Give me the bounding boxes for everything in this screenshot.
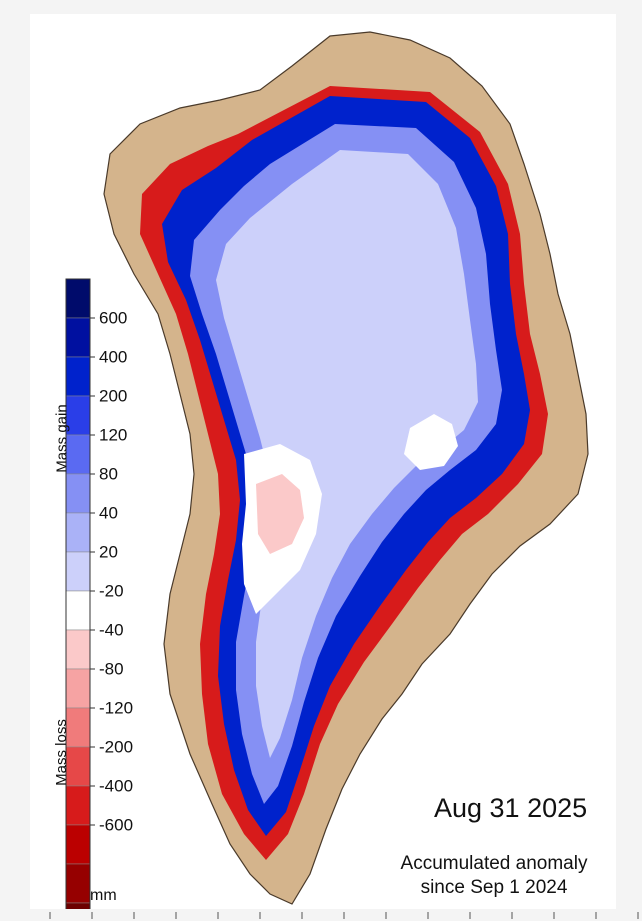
- legend-swatch: [65, 356, 91, 397]
- legend-swatch: [65, 863, 91, 904]
- neutral-zone-east: [404, 414, 458, 470]
- caption-line-1: Accumulated anomaly: [400, 853, 588, 874]
- mass-gain-label: Mass gain: [53, 404, 71, 473]
- legend-tick-label: -120: [99, 698, 134, 718]
- legend-tick-label: -200: [99, 737, 134, 757]
- legend-swatch: [65, 590, 91, 631]
- bottom-tick-marks: [49, 912, 639, 919]
- interior-gain-zone: [216, 150, 478, 758]
- legend-swatch: [65, 785, 91, 826]
- legend-swatch: [65, 317, 91, 358]
- legend-swatch: [65, 473, 91, 514]
- legend-tick-label: -20: [99, 581, 124, 601]
- legend-tick-label: -80: [99, 659, 124, 679]
- legend-swatch: [65, 551, 91, 592]
- legend-tick-label: -400: [99, 776, 134, 796]
- legend-outline: [65, 278, 91, 909]
- light-loss-zone: [256, 474, 304, 554]
- legend-tick-label: -600: [99, 815, 134, 835]
- caption-line-2: since Sep 1 2024: [420, 877, 568, 898]
- legend-tick-label: 40: [99, 503, 118, 523]
- figure-frame: 600 400 200 120 80 40 20 -20 -40 -80 -120 -200 -400 -…: [30, 14, 616, 909]
- legend-tick-label: -40: [99, 620, 124, 640]
- legend-swatch: [65, 668, 91, 709]
- legend-swatch: [65, 278, 91, 319]
- caption: Accumulated anomaly since Sep 1 2024: [368, 852, 620, 900]
- legend-tick-label: 20: [99, 542, 118, 562]
- legend-color-scale: [65, 278, 95, 909]
- legend-swatch: [65, 629, 91, 670]
- legend-tick-label: 200: [99, 386, 128, 406]
- mass-loss-label: Mass loss: [52, 719, 70, 786]
- legend-tick-label: 120: [99, 425, 128, 445]
- date-label: Aug 31 2025: [434, 793, 588, 823]
- greenland-map: [65, 31, 589, 909]
- legend-swatch: [65, 902, 91, 909]
- legend-tick-label: 600: [99, 308, 128, 328]
- unit-label: mm: [90, 887, 117, 904]
- legend-swatch: [65, 824, 91, 865]
- legend-tick-label: 400: [99, 347, 128, 367]
- legend-swatch: [65, 512, 91, 553]
- legend-tick-label: 80: [99, 464, 118, 484]
